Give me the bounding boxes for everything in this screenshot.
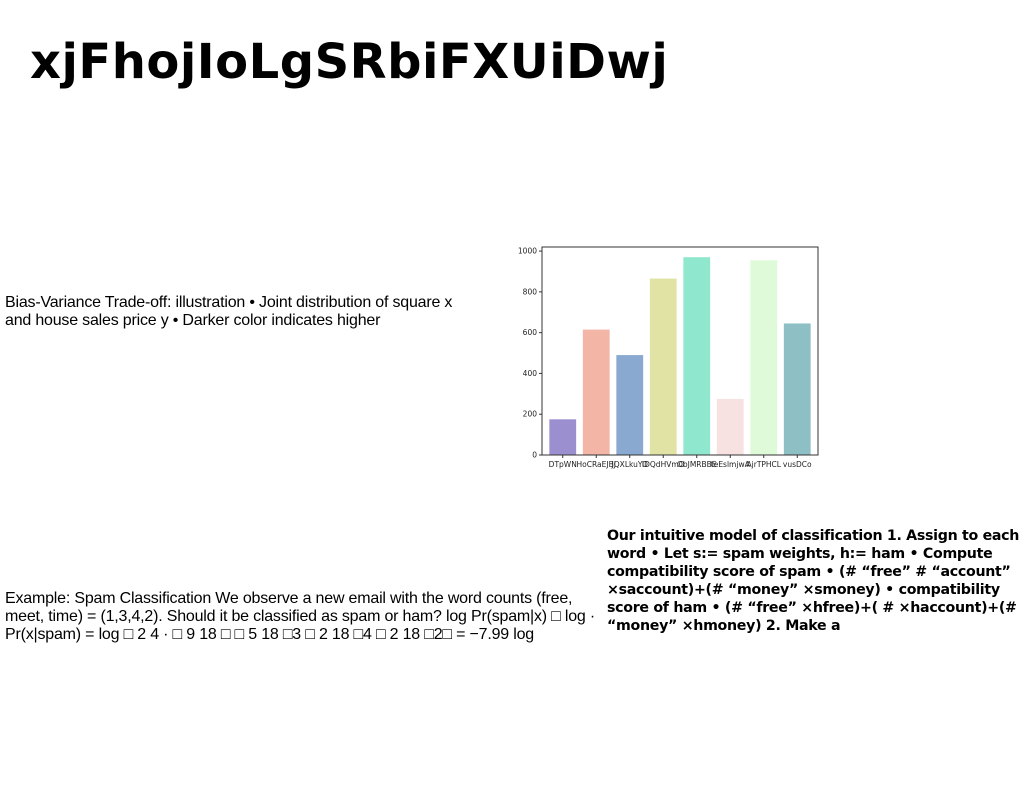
bar-IDQdHVmO bbox=[649, 278, 677, 455]
x-tick-label-JQXLkuYO: JQXLkuYO bbox=[611, 460, 648, 469]
bar-DTpWN bbox=[549, 419, 577, 455]
x-tick-label-teEslmjwA: teEslmjwA bbox=[711, 460, 751, 469]
x-tick-label-vusDCo: vusDCo bbox=[783, 460, 812, 469]
x-tick-label-IDQdHVmO: IDQdHVmO bbox=[642, 460, 685, 469]
x-tick-label-DTpWN: DTpWN bbox=[549, 460, 577, 469]
plot-frame bbox=[541, 246, 819, 456]
x-tick-label-AjrTPHCL: AjrTPHCL bbox=[747, 460, 782, 469]
bar-chart-svg: 0 200 400 600 800 1000 DTpWN HoCRaEJBJJQXLkuYO… bbox=[518, 246, 819, 469]
bar-vusDCo bbox=[783, 323, 811, 455]
x-tick-label-ObJMRBBE: ObJMRBBE bbox=[677, 460, 717, 469]
spam-classification-text: Example: Spam Classification We observe … bbox=[5, 590, 595, 643]
y-tick-label-3: 600 bbox=[523, 328, 538, 337]
y-tick-label-5: 1000 bbox=[518, 247, 537, 256]
y-tick-label-4: 800 bbox=[523, 287, 538, 296]
bar-AjrTPHCL bbox=[750, 260, 778, 455]
intuitive-model-text: Our intuitive model of classification 1.… bbox=[607, 528, 1020, 634]
y-tick-label-2: 400 bbox=[523, 369, 538, 378]
bar-JQXLkuYO bbox=[616, 355, 644, 455]
bar-HoCRaEJBJ bbox=[582, 329, 610, 455]
y-tick-label-1: 200 bbox=[523, 410, 538, 419]
x-axis: DTpWN HoCRaEJBJJQXLkuYOIDQdHVmOObJMRBBEte… bbox=[549, 455, 812, 469]
bar-chart: 0 200 400 600 800 1000 DTpWN HoCRaEJBJ JQXLkuYO… bbox=[505, 240, 825, 475]
x-tick-label-HoCRaEJBJ: HoCRaEJBJ bbox=[577, 460, 616, 469]
bars bbox=[549, 257, 811, 455]
y-tick-label-0: 0 bbox=[532, 451, 537, 460]
slide-title: xjFhojIoLgSRbiFXUiDwj bbox=[30, 34, 669, 90]
bar-ObJMRBBE bbox=[683, 257, 711, 455]
bar-teEslmjwA bbox=[716, 398, 744, 455]
bias-variance-text: Bias-Variance Trade-off: illustration • … bbox=[5, 294, 453, 329]
y-axis: 0 200 400 600 800 1000 bbox=[518, 247, 542, 460]
